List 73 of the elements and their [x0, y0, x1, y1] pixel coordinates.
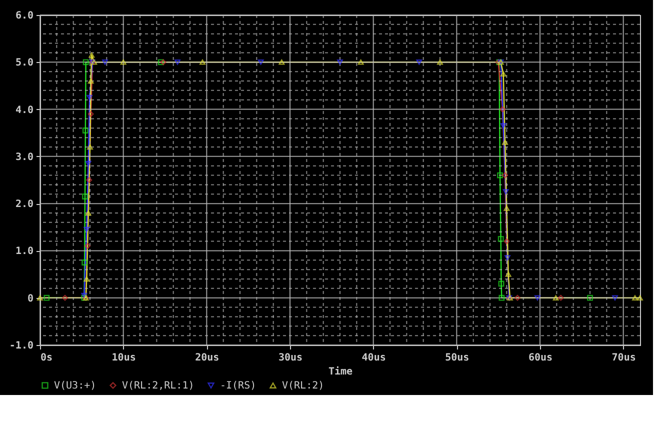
- point: [82, 194, 88, 200]
- y-tick-label: -1.0: [9, 340, 34, 352]
- point: [102, 60, 108, 65]
- point: [500, 71, 506, 77]
- point: [44, 294, 50, 301]
- point: [632, 295, 638, 300]
- x-axis-title: Time: [328, 366, 353, 378]
- point: [502, 189, 509, 194]
- point: [358, 60, 364, 65]
- point: [258, 60, 264, 65]
- y-tick-label: 2.0: [15, 199, 34, 210]
- point: [87, 144, 93, 150]
- legend-label: V(RL:2): [282, 380, 324, 392]
- point: [86, 94, 93, 100]
- point: [200, 60, 206, 65]
- x-tick-label: 50us: [445, 352, 470, 364]
- point: [82, 59, 89, 66]
- point: [158, 59, 164, 66]
- point: [498, 280, 504, 287]
- point: [612, 295, 618, 300]
- point: [500, 123, 506, 128]
- point: [160, 59, 166, 66]
- point: [62, 294, 68, 301]
- x-tick-label: 70us: [612, 352, 636, 364]
- point: [84, 226, 90, 232]
- point: [337, 60, 343, 65]
- y-tick-label: 1.0: [15, 246, 34, 258]
- x-tick-label: 20us: [195, 352, 220, 364]
- point: [84, 276, 90, 282]
- point: [88, 111, 94, 117]
- point: [587, 294, 593, 301]
- legend-label: -I(RS): [220, 380, 256, 392]
- point: [498, 294, 505, 301]
- point: [504, 238, 510, 244]
- point: [534, 295, 540, 300]
- x-tick-label: 10us: [112, 352, 136, 364]
- point: [498, 236, 504, 242]
- point: [82, 260, 88, 266]
- point: [278, 60, 285, 65]
- y-tick-label: 5.0: [15, 58, 34, 69]
- point: [416, 60, 422, 65]
- point: [552, 295, 559, 300]
- point: [88, 52, 95, 58]
- x-tick-label: 0s: [40, 352, 53, 364]
- point: [85, 210, 92, 216]
- point: [504, 255, 510, 260]
- point: [85, 160, 92, 166]
- x-tick-label: 40us: [362, 352, 386, 364]
- point: [637, 295, 643, 300]
- point: [502, 140, 508, 145]
- legend-label: V(U3:+): [54, 380, 96, 392]
- point: [88, 78, 94, 84]
- point: [120, 60, 126, 65]
- point: [174, 60, 180, 65]
- point: [558, 294, 564, 301]
- point: [514, 294, 520, 301]
- x-tick-label: 60us: [528, 352, 553, 364]
- x-tick-label: 30us: [278, 352, 303, 364]
- y-tick-label: 6.0: [15, 10, 34, 22]
- y-tick-label: 3.0: [15, 152, 34, 163]
- point: [505, 272, 512, 277]
- point: [500, 106, 506, 112]
- point: [497, 172, 503, 178]
- point: [504, 206, 510, 211]
- point: [84, 243, 90, 249]
- y-tick-label: 0: [27, 293, 34, 304]
- point: [37, 295, 43, 300]
- legend-label: V(RL:2,RL:1): [122, 380, 194, 392]
- point: [502, 172, 508, 178]
- y-tick-label: 4.0: [15, 104, 34, 116]
- point: [86, 177, 92, 183]
- point: [437, 60, 443, 65]
- point: [82, 128, 88, 134]
